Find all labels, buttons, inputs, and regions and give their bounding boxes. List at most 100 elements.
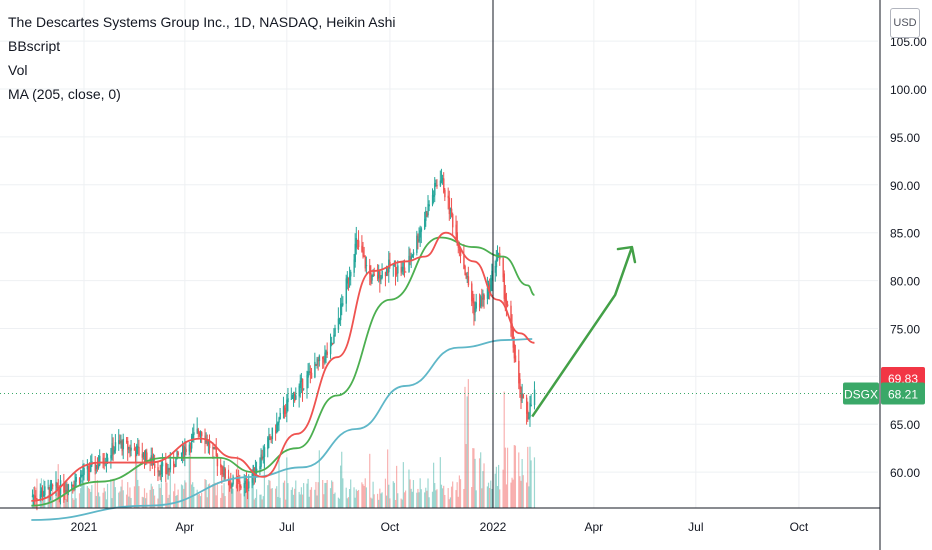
volume-bar <box>277 496 279 508</box>
candle-body <box>271 427 274 440</box>
candle-body <box>236 479 239 481</box>
volume-bar <box>133 486 136 508</box>
candle-body <box>261 456 263 459</box>
volume-bar <box>425 487 427 508</box>
volume-bar <box>86 486 88 508</box>
volume-bar <box>158 484 160 508</box>
candle-body <box>416 235 418 253</box>
volume-bar <box>411 491 413 508</box>
currency-button[interactable]: USD <box>890 8 920 38</box>
volume-bar <box>197 494 199 508</box>
volume-bar <box>449 497 452 508</box>
candle-body <box>381 270 383 279</box>
volume-bar <box>458 475 460 508</box>
symbol-title[interactable]: The Descartes Systems Group Inc., 1D, NA… <box>8 14 396 30</box>
candle-body <box>425 210 427 221</box>
candle-body <box>35 497 37 499</box>
volume-bar <box>216 482 218 508</box>
candle-body <box>441 177 444 181</box>
candle-body <box>418 236 420 242</box>
time-tick-label: Oct <box>790 520 809 534</box>
candle-body <box>387 269 389 273</box>
candle-body <box>279 412 281 419</box>
volume-bar <box>419 478 421 508</box>
volume-bar <box>480 452 482 508</box>
volume-bar <box>75 498 77 508</box>
volume-bar <box>486 486 488 508</box>
candle-body <box>411 254 414 258</box>
volume-bar <box>262 496 264 508</box>
volume-bar <box>180 484 183 508</box>
volume-bar <box>81 480 83 508</box>
volume-bar <box>424 492 426 508</box>
candle-body <box>480 296 482 307</box>
volume-bar <box>400 498 402 508</box>
volume-bar <box>332 481 334 508</box>
volume-bar <box>443 485 445 508</box>
candle-body <box>520 387 522 402</box>
volume-bar <box>494 473 496 508</box>
volume-bar <box>276 486 278 508</box>
time-tick-label: 2022 <box>480 520 507 534</box>
candle-body <box>481 298 483 300</box>
candle-body <box>466 276 469 278</box>
volume-bar <box>255 489 258 508</box>
volume-bar <box>325 482 327 508</box>
volume-bar <box>341 451 343 508</box>
candle-body <box>354 243 356 263</box>
candle-body <box>270 438 272 440</box>
candle-body <box>188 444 191 452</box>
volume-bar <box>441 488 444 508</box>
time-tick-label: Jul <box>688 520 703 534</box>
candle-body <box>412 252 415 256</box>
volume-bar <box>90 491 92 508</box>
volume-bar <box>392 481 394 508</box>
volume-bar <box>271 488 273 508</box>
volume-bar <box>355 489 357 508</box>
indicator-bbscript[interactable]: BBscript <box>8 38 61 54</box>
candle-body <box>379 271 381 282</box>
indicator-vol[interactable]: Vol <box>8 62 28 78</box>
candle-body <box>262 456 265 459</box>
volume-bar <box>308 496 310 508</box>
candle-body <box>34 495 36 499</box>
volume-bar <box>491 489 493 508</box>
candle-body <box>494 265 497 273</box>
price-tick-label: 65.00 <box>890 418 920 432</box>
candle-body <box>514 355 517 363</box>
candle-body <box>110 455 112 459</box>
volume-bar <box>381 492 383 508</box>
candle-body <box>452 214 454 228</box>
candle-body <box>298 385 300 397</box>
candle-body <box>58 489 61 496</box>
volume-bar <box>357 489 360 508</box>
candle-body <box>290 398 293 400</box>
volume-bar <box>504 447 506 508</box>
volume-bar <box>74 479 76 508</box>
candle-body <box>175 457 177 467</box>
volume-bar <box>331 480 333 508</box>
candle-body <box>458 246 461 251</box>
time-tick-label: 2021 <box>71 520 98 534</box>
candle-body <box>201 432 203 437</box>
volume-bar <box>356 490 359 508</box>
candle-body <box>357 240 360 248</box>
candle-body <box>65 489 67 492</box>
candle-body <box>325 350 327 355</box>
candle-body <box>510 305 512 328</box>
candle-body <box>71 484 73 486</box>
candle-body <box>512 329 514 348</box>
candle-body <box>136 445 138 456</box>
candle-body <box>314 361 316 378</box>
volume-bar <box>278 459 280 508</box>
volume-bar <box>103 487 105 508</box>
volume-bar <box>166 482 168 508</box>
candle-body <box>167 467 169 473</box>
volume-bar <box>512 479 514 508</box>
candle-body <box>363 255 365 257</box>
indicator-ma[interactable]: MA (205, close, 0) <box>8 86 121 102</box>
volume-bar <box>182 485 184 508</box>
volume-bar <box>99 496 101 508</box>
volume-bar <box>408 469 410 508</box>
